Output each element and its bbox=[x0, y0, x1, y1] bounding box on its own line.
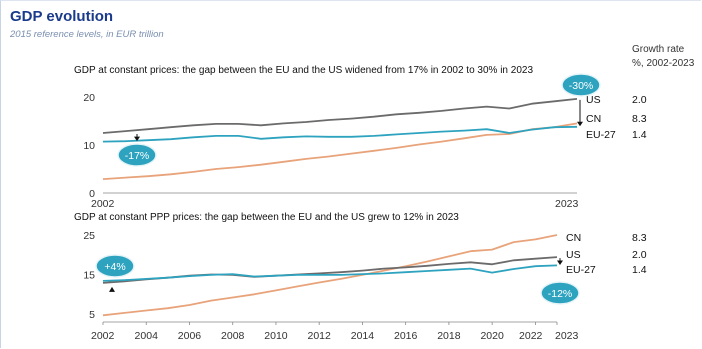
y-tick-label: 0 bbox=[89, 188, 95, 200]
x-tick-label: 2022 bbox=[519, 330, 543, 342]
end-gap-badge bbox=[540, 281, 580, 305]
x-tick-label: 2008 bbox=[221, 330, 245, 342]
chart2: 5 15 25 2002 2004 2006 2008 2010 2012 2014 2016 201… bbox=[83, 230, 646, 342]
end-gap-arrowhead bbox=[577, 121, 583, 127]
x-tick-label: 2006 bbox=[178, 330, 202, 342]
start-gap-arrowhead bbox=[134, 136, 140, 142]
series-label-eu-27: EU-27 bbox=[586, 129, 616, 141]
x-tick-label: 2023 bbox=[555, 198, 579, 210]
chart2-title-rest: : the gap between the EU and the US grew… bbox=[199, 212, 459, 223]
series-label-eu-27: EU-27 bbox=[566, 264, 596, 276]
series-line-cn bbox=[102, 122, 578, 180]
chart2-title-bold: GDP at constant PPP prices bbox=[74, 212, 199, 223]
x-tick-label: 2012 bbox=[308, 330, 332, 342]
growth-value-cn: 8.3 bbox=[632, 232, 647, 244]
end-gap-arrowhead bbox=[557, 260, 563, 265]
x-tick-label: 2014 bbox=[351, 330, 375, 342]
y-tick-label: 5 bbox=[89, 309, 95, 321]
series-line-eu-27 bbox=[102, 125, 578, 143]
page-subtitle: 2015 reference levels, in EUR trillion bbox=[10, 29, 164, 40]
growth-value-cn: 8.3 bbox=[632, 113, 647, 125]
y-tick-label: 10 bbox=[83, 140, 95, 152]
x-tick-label: 2002 bbox=[91, 198, 115, 210]
series-line-us bbox=[102, 98, 578, 134]
start-gap-badge bbox=[117, 143, 157, 167]
growth-value-eu-27: 1.4 bbox=[632, 129, 647, 141]
growth-value-us: 2.0 bbox=[632, 94, 647, 106]
series-line-cn bbox=[102, 234, 558, 317]
y-tick-label: 15 bbox=[83, 270, 95, 282]
start-gap-badge bbox=[95, 254, 135, 278]
x-tick-label: 2004 bbox=[135, 330, 159, 342]
chart1-title: GDP at constant prices: the gap between … bbox=[74, 65, 533, 76]
end-gap-badge-label: -12% bbox=[548, 288, 573, 300]
chart2-title: GDP at constant PPP prices: the gap betw… bbox=[74, 212, 459, 223]
chart1-title-bold: GDP at constant prices bbox=[74, 65, 177, 76]
series-label-cn: CN bbox=[586, 113, 601, 125]
series-label-us: US bbox=[566, 249, 581, 261]
series-label-us: US bbox=[586, 94, 601, 106]
x-tick-label: 2002 bbox=[91, 330, 115, 342]
series-line-us bbox=[102, 256, 558, 284]
growth-rate-subtitle: %, 2002-2023 bbox=[632, 58, 695, 69]
x-tick-label: 2010 bbox=[264, 330, 288, 342]
growth-value-eu-27: 1.4 bbox=[632, 264, 647, 276]
y-tick-label: 20 bbox=[83, 92, 95, 104]
start-gap-arrowhead bbox=[109, 286, 115, 292]
x-tick-label: 2020 bbox=[480, 330, 504, 342]
x-tick-label: 2018 bbox=[437, 330, 461, 342]
growth-value-us: 2.0 bbox=[632, 249, 647, 261]
page-title: GDP evolution bbox=[10, 8, 114, 25]
series-line-eu-27 bbox=[102, 264, 558, 282]
growth-rate-title: Growth rate bbox=[632, 44, 685, 55]
start-gap-badge-label: -17% bbox=[125, 150, 150, 162]
start-gap-badge-label: +4% bbox=[104, 261, 125, 273]
x-tick-label: 2016 bbox=[394, 330, 418, 342]
x-tick-label: 2023 bbox=[555, 330, 579, 342]
end-gap-badge bbox=[561, 73, 601, 97]
series-label-cn: CN bbox=[566, 232, 581, 244]
chart1-title-rest: : the gap between the EU and the US wide… bbox=[177, 65, 534, 76]
y-tick-label: 25 bbox=[83, 230, 95, 242]
chart1: 0 10 20 2002 2023 US 2.0 CN 8.3 EU-27 1.4 -17% -30% bbox=[83, 73, 647, 210]
end-gap-badge-label: -30% bbox=[569, 80, 594, 92]
